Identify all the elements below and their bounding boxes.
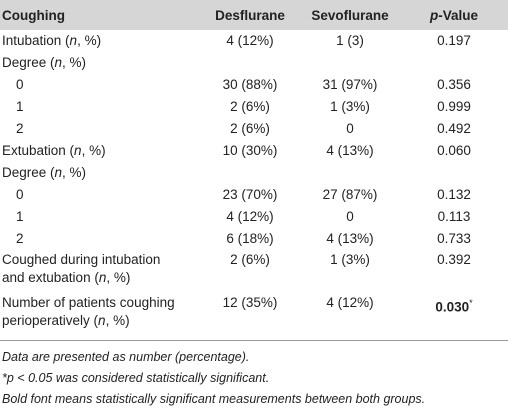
cell: 0.392 bbox=[437, 252, 471, 267]
column-header: Coughing bbox=[2, 7, 65, 23]
cell: 0.492 bbox=[437, 121, 471, 136]
row-label: 1 bbox=[16, 99, 24, 114]
cell: 0.733 bbox=[437, 231, 471, 246]
column-header: Desflurane bbox=[215, 7, 285, 23]
row-label: 0 bbox=[16, 77, 24, 92]
cell: 27 (87%) bbox=[322, 187, 378, 202]
row-label: Extubation (n, %) bbox=[2, 143, 106, 158]
table-row: 1 4 (12%) 0 0.113 bbox=[0, 206, 508, 228]
table-row: 2 6 (18%) 4 (13%) 0.733 bbox=[0, 228, 508, 250]
cell: 4 (13%) bbox=[326, 143, 374, 158]
row-label: 0 bbox=[16, 187, 24, 202]
row-label: Degree (n, %) bbox=[2, 165, 87, 180]
row-label: Number of patients coughing perioperativ… bbox=[0, 293, 200, 341]
cell: 0.999 bbox=[437, 99, 471, 114]
cell bbox=[200, 52, 300, 74]
cell bbox=[300, 52, 400, 74]
column-header: p-Value bbox=[429, 7, 479, 23]
cell: 0.030* bbox=[400, 293, 508, 341]
header-row: Coughing Desflurane Sevoflurane p-Value bbox=[0, 0, 508, 30]
cell: 2 (6%) bbox=[230, 99, 270, 114]
row-label: 1 bbox=[16, 209, 24, 224]
cell: 4 (12%) bbox=[226, 209, 274, 224]
footnotes: Data are presented as number (percentage… bbox=[0, 341, 508, 410]
cell bbox=[300, 162, 400, 184]
row-label: 2 bbox=[16, 231, 24, 246]
cell: 1 (3%) bbox=[330, 99, 370, 114]
table-row: Intubation (n, %) 4 (12%) 1 (3) 0.197 bbox=[0, 30, 508, 52]
row-label: 2 bbox=[16, 121, 24, 136]
cell: 30 (88%) bbox=[222, 77, 278, 92]
cell: 23 (70%) bbox=[222, 187, 278, 202]
footnote: Data are presented as number (percentage… bbox=[2, 350, 250, 364]
footnote: *p < 0.05 was considered statistically s… bbox=[2, 371, 270, 385]
row-label: Intubation (n, %) bbox=[2, 33, 102, 48]
row-label: Degree (n, %) bbox=[2, 55, 87, 70]
table-row: 0 30 (88%) 31 (97%) 0.356 bbox=[0, 74, 508, 96]
cell: 0.113 bbox=[437, 209, 471, 224]
cell: 4 (12%) bbox=[300, 293, 400, 341]
cell: 10 (30%) bbox=[222, 143, 278, 158]
column-header: Sevoflurane bbox=[311, 7, 389, 23]
table-row: 1 2 (6%) 1 (3%) 0.999 bbox=[0, 96, 508, 118]
cell bbox=[400, 52, 508, 74]
cell: 0.060 bbox=[437, 143, 471, 158]
cell: 2 (6%) bbox=[230, 252, 270, 267]
cell: 0 bbox=[346, 209, 354, 224]
cell: 4 (12%) bbox=[226, 33, 274, 48]
row-label: Coughed during intubation and extubation… bbox=[2, 252, 161, 285]
table-row: Coughed during intubation and extubation… bbox=[0, 250, 508, 293]
cell: 0.132 bbox=[437, 187, 471, 202]
table-row: Number of patients coughing perioperativ… bbox=[0, 293, 508, 341]
table-row: Degree (n, %) bbox=[0, 52, 508, 74]
cell bbox=[400, 162, 508, 184]
results-table: Coughing Desflurane Sevoflurane p-Value Int… bbox=[0, 0, 508, 341]
cell: 0 bbox=[346, 121, 354, 136]
cell: 31 (97%) bbox=[322, 77, 378, 92]
cell bbox=[200, 162, 300, 184]
cell: 6 (18%) bbox=[226, 231, 274, 246]
cell: 2 (6%) bbox=[230, 121, 270, 136]
footnote: Bold font means statistically significan… bbox=[2, 392, 426, 406]
table-row: 2 2 (6%) 0 0.492 bbox=[0, 118, 508, 140]
cell: 0.356 bbox=[437, 77, 471, 92]
table-row: Extubation (n, %) 10 (30%) 4 (13%) 0.060 bbox=[0, 140, 508, 162]
cell: 0.197 bbox=[437, 33, 471, 48]
cell: 4 (13%) bbox=[326, 231, 374, 246]
cell: 1 (3) bbox=[336, 33, 364, 48]
cell: 12 (35%) bbox=[200, 293, 300, 341]
table-row: 0 23 (70%) 27 (87%) 0.132 bbox=[0, 184, 508, 206]
table-row: Degree (n, %) bbox=[0, 162, 508, 184]
cell: 1 (3%) bbox=[330, 252, 370, 267]
